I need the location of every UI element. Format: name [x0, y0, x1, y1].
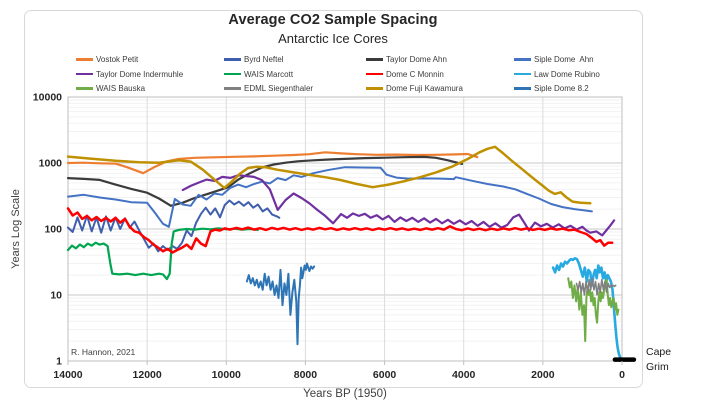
series-lines — [66, 145, 637, 362]
series-line-wais-bauska — [567, 277, 620, 343]
legend-item-wais-marcott: WAIS Marcott — [224, 69, 293, 80]
legend-label-taylor-dome-ahn: Taylor Dome Ahn — [386, 55, 447, 64]
y-tick-label-1: 1 — [56, 356, 62, 368]
y-tick-label-1000: 1000 — [39, 158, 63, 170]
series-line-taylor-dome-indermuhle — [181, 174, 616, 237]
legend-label-siple-dome-ahn: Siple Dome Ahn — [534, 55, 594, 64]
legend-swatch-byrd-neftel — [224, 58, 241, 61]
cape-grim-label: Cape Grim — [646, 346, 672, 374]
legend-label-byrd-neftel: Byrd Neftel — [244, 55, 284, 64]
legend-item-dome-c-monnin: Dome C Monnin — [366, 69, 444, 80]
legend-swatch-siple-dome-ahn — [514, 58, 531, 61]
legend-swatch-dome-c-monnin — [366, 72, 383, 76]
legend-item-byrd-neftel: Byrd Neftel — [224, 54, 284, 65]
legend-label-vostok-petit: Vostok Petit — [96, 55, 139, 64]
legend-item-wais-bauska: WAIS Bauska — [76, 83, 145, 94]
legend-swatch-vostok-petit — [76, 58, 93, 61]
legend-label-law-dome-rubino: Law Dome Rubino — [534, 69, 600, 79]
plot-border — [67, 96, 623, 362]
series-line-taylor-dome-ahn — [66, 155, 464, 207]
legend-swatch-wais-marcott — [224, 72, 241, 76]
y-tick-label-10: 10 — [50, 290, 62, 302]
x-tick-label-12000: 12000 — [133, 369, 162, 381]
x-axis-title: Years BP (1950) — [303, 388, 387, 400]
legend-swatch-dome-fuji-kawamura — [366, 87, 383, 90]
series-line-edml-siegenthaler — [575, 277, 617, 296]
y-axis-title: Years Log Scale — [10, 189, 22, 269]
series-line-siple-dome-82 — [245, 262, 316, 346]
legend-item-vostok-petit: Vostok Petit — [76, 54, 138, 65]
y-minor-gridlines — [68, 99, 622, 342]
legend-item-taylor-dome-indermuhle: Taylor Dome Indermuhle — [76, 69, 183, 80]
legend-item-edml-siegenthaler: EDML Siegenthaler — [224, 83, 313, 94]
legend-label-dome-c-monnin: Dome C Monnin — [386, 69, 444, 79]
series-line-siple-dome-ahn — [67, 166, 593, 228]
legend-swatch-taylor-dome-ahn — [366, 58, 383, 61]
series-line-dome-c-monnin — [66, 207, 614, 254]
x-tick-label-4000: 4000 — [452, 369, 476, 381]
x-tick-label-8000: 8000 — [294, 369, 318, 381]
series-line-wais-marcott — [66, 227, 259, 281]
legend-item-taylor-dome-ahn: Taylor Dome Ahn — [366, 54, 447, 65]
x-tick-label-2000: 2000 — [531, 369, 555, 381]
legend-label-dome-fuji-kawamura: Dome Fuji Kawamura — [386, 84, 463, 93]
x-axis-ticks: 14000 12000 10000 8000 6000 4000 2000 0 — [53, 361, 625, 381]
series-line-vostok-petit — [66, 151, 479, 175]
x-tick-label-0: 0 — [619, 369, 625, 381]
y-tick-label-100: 100 — [44, 224, 62, 236]
x-tick-label-14000: 14000 — [53, 369, 82, 381]
x-tick-label-10000: 10000 — [212, 369, 241, 381]
y-axis-ticks: 10000 1000 100 10 1 — [33, 92, 62, 368]
legend-item-dome-fuji-kawamura: Dome Fuji Kawamura — [366, 83, 463, 94]
legend-item-siple-dome-82: Siple Dome 8.2 — [514, 83, 589, 94]
legend-swatch-taylor-dome-indermuhle — [76, 72, 93, 76]
legend-swatch-law-dome-rubino — [514, 72, 531, 76]
legend-item-siple-dome-ahn: Siple Dome Ahn — [514, 54, 594, 65]
y-tick-label-10000: 10000 — [33, 92, 62, 104]
legend-label-wais-bauska: WAIS Bauska — [96, 84, 146, 93]
chart-title: Average CO2 Sample Spacing — [228, 12, 438, 28]
legend-swatch-siple-dome-82 — [514, 87, 531, 90]
legend: Vostok Petit Byrd Neftel Taylor Dome Ahn Si… — [0, 0, 720, 100]
legend-item-law-dome-rubino: Law Dome Rubino — [514, 69, 600, 80]
series-line-byrd-neftel — [67, 199, 281, 253]
legend-label-taylor-dome-indermuhle: Taylor Dome Indermuhle — [96, 69, 184, 79]
legend-swatch-wais-bauska — [76, 87, 93, 90]
legend-label-edml-siegenthaler: EDML Siegenthaler — [244, 84, 314, 93]
legend-label-wais-marcott: WAIS Marcott — [244, 69, 294, 79]
legend-label-siple-dome-82: Siple Dome 8.2 — [534, 84, 589, 93]
author-annotation: R. Hannon, 2021 — [71, 347, 136, 357]
series-line-dome-fuji-kawamura — [66, 145, 592, 205]
chart-subtitle: Antarctic Ice Cores — [278, 31, 388, 46]
legend-swatch-edml-siegenthaler — [224, 87, 241, 90]
x-tick-label-6000: 6000 — [373, 369, 397, 381]
